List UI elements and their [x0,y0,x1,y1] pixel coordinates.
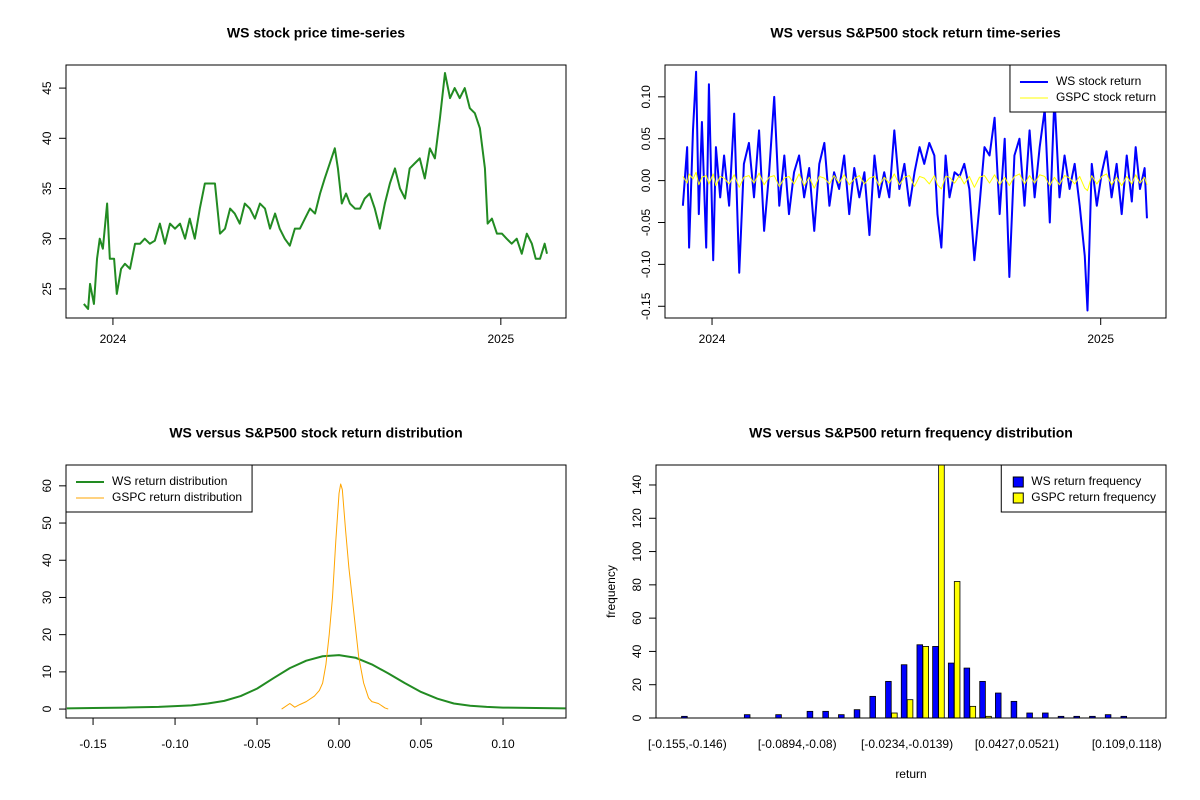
legend-label: WS stock return [1056,74,1141,88]
bar [922,646,929,718]
price-line [83,72,548,310]
y-axis-label: frequency [604,565,618,618]
x-tick-label: 2024 [100,332,127,346]
legend-swatch [1012,492,1024,504]
x-tick-label: -0.10 [161,737,189,751]
y-tick-label: 0.00 [639,169,653,193]
x-tick-label: 2024 [699,332,726,346]
y-tick-label: 40 [40,131,54,145]
y-tick-label: -0.10 [639,250,653,278]
bar [916,644,924,718]
y-tick-label: 25 [40,282,54,296]
bar [775,714,782,718]
y-tick-label: 60 [40,479,54,493]
y-tick-label: 80 [630,578,644,592]
y-tick-label: 0 [630,714,644,721]
x-tick-label: [-0.155,-0.146) [648,737,727,751]
series-line [281,483,389,710]
y-tick-label: 0.10 [639,85,653,109]
plot-frame [664,64,1167,319]
y-tick-label: 40 [40,553,54,567]
y-tick-label: -0.05 [639,208,653,236]
x-tick-label: 2025 [487,332,514,346]
y-tick-label: 20 [40,628,54,642]
series-line [682,171,1148,192]
y-tick-label: 60 [630,611,644,625]
bar [932,646,939,718]
y-tick-label: -0.15 [639,292,653,320]
bar [806,710,814,718]
x-tick-label: -0.15 [79,737,107,751]
bar [838,714,845,718]
chart-title: WS stock price time-series [227,25,405,41]
x-tick-label: 2025 [1087,332,1114,346]
bar [885,680,892,718]
y-tick-label: 20 [630,678,644,692]
bar [869,695,876,718]
x-tick-label: [-0.0894,-0.08) [758,737,837,751]
bar [995,692,1002,718]
bar [1042,712,1049,718]
x-tick-label: -0.05 [243,737,271,751]
bar [900,664,908,718]
bar [963,667,971,718]
x-tick-label: [0.109,0.118) [1092,737,1162,751]
bar [947,662,955,718]
chart-title: WS versus S&P500 stock return distributi… [169,425,462,441]
plot-frame [65,464,567,719]
x-tick-label: [0.0427,0.0521) [975,737,1059,751]
series-line [681,70,1148,312]
y-tick-label: 100 [630,541,644,561]
bar [1026,712,1033,718]
x-tick-label: 0.00 [327,737,351,751]
y-tick-label: 50 [40,516,54,530]
y-tick-label: 0.05 [639,127,653,151]
legend-label: WS return distribution [112,474,227,488]
y-tick-label: 40 [630,644,644,658]
legend-box [1009,64,1167,113]
legend-box [1000,464,1167,513]
bar [743,714,751,718]
legend-label: GSPC stock return [1056,90,1156,104]
y-tick-label: 0 [40,705,54,712]
y-tick-label: 10 [40,665,54,679]
legend-label: WS return frequency [1031,474,1141,488]
y-tick-label: 45 [40,81,54,95]
y-tick-label: 120 [630,508,644,528]
bar [979,680,986,718]
bar [822,710,829,718]
bar [1010,700,1018,718]
bar [969,705,977,718]
legend-label: GSPC return frequency [1031,490,1156,504]
y-tick-label: 30 [40,232,54,246]
bar [938,465,945,718]
chart-title: WS versus S&P500 stock return time-serie… [770,25,1060,41]
chart-title: WS versus S&P500 return frequency distri… [749,425,1073,441]
legend-label: GSPC return distribution [112,490,242,504]
bar [891,712,898,718]
y-tick-label: 35 [40,181,54,195]
y-tick-label: 140 [630,475,644,495]
y-tick-label: 30 [40,590,54,604]
x-tick-label: [-0.0234,-0.0139) [861,737,953,751]
x-axis-label: return [895,767,926,781]
series-line [66,654,566,710]
bar [953,581,961,718]
plot-frame [655,464,1167,719]
x-tick-label: 0.05 [409,737,433,751]
plot-frame [65,64,567,319]
bar [1104,714,1112,718]
legend-box [65,464,253,513]
bar [853,709,861,718]
bar [906,699,914,718]
x-tick-label: 0.10 [491,737,515,751]
legend-swatch [1012,476,1024,488]
